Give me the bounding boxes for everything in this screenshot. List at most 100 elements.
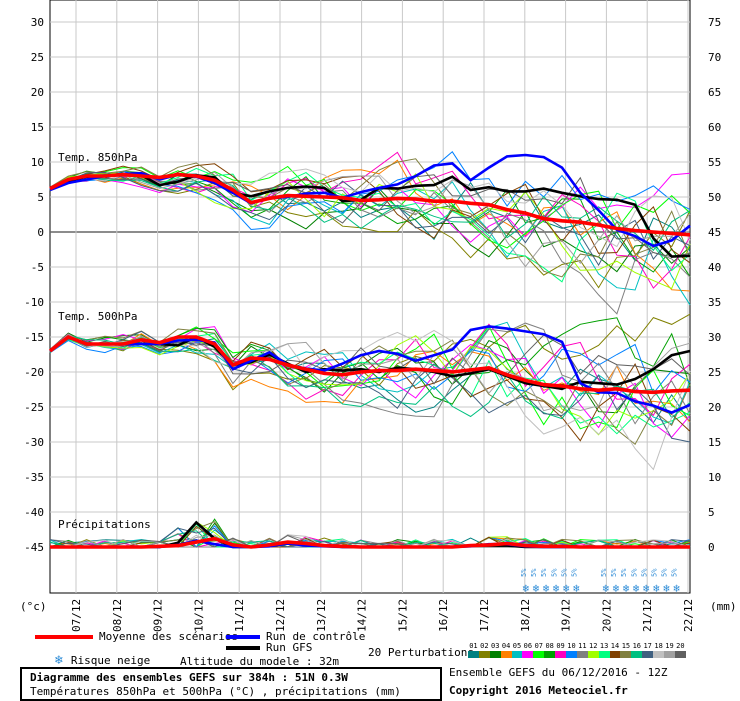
snowflake-icon: ❄ <box>563 582 570 595</box>
snow-risk-percent: 5% <box>550 568 558 577</box>
date-label: 17/12 <box>478 599 491 632</box>
perturbation-number: 07 <box>534 642 543 650</box>
legend-moyenne-label: Moyenne des scénarios <box>99 630 239 643</box>
snowflake-icon: ❄ <box>633 582 640 595</box>
perturbation-swatch <box>500 651 512 658</box>
t500-label: Temp. 500hPa <box>58 310 137 323</box>
left-tick-label: -30 <box>24 436 44 449</box>
date-label: 12/12 <box>274 599 287 632</box>
right-tick-label: 75 <box>708 16 721 29</box>
date-label: 10/12 <box>192 599 205 632</box>
diagram-subtitle: Températures 850hPa et 500hPa (°C) , pré… <box>30 685 401 698</box>
right-tick-label: 60 <box>708 121 721 134</box>
legend-moyenne: Moyenne des scénarios <box>35 630 238 643</box>
perturbation-swatch <box>664 651 675 658</box>
date-label: 16/12 <box>437 599 450 632</box>
legend-altitude: Altitude du modele : 32m <box>180 655 339 668</box>
right-tick-label: 5 <box>708 506 715 519</box>
perturbation-swatch <box>511 651 523 658</box>
left-tick-label: -10 <box>24 296 44 309</box>
perturbation-swatch <box>544 651 556 658</box>
right-tick-label: 50 <box>708 191 721 204</box>
legend-gfs-swatch <box>226 645 260 650</box>
left-tick-label: 15 <box>31 121 44 134</box>
altitude-text: Altitude du modele : 32m <box>180 655 339 668</box>
date-label: 22/12 <box>682 599 695 632</box>
left-tick-label: -40 <box>24 506 44 519</box>
legend-neige-label: Risque neige <box>70 654 151 667</box>
perturbation-line <box>49 335 691 442</box>
legend-moyenne-swatch <box>35 634 93 639</box>
date-label: 19/12 <box>560 599 573 632</box>
left-tick-label: -20 <box>24 366 44 379</box>
date-label: 20/12 <box>600 599 613 632</box>
perturbation-swatch <box>489 651 501 658</box>
left-tick-label: -35 <box>24 471 44 484</box>
series-t500-line <box>48 334 691 395</box>
perturbation-number: 01 <box>469 642 478 650</box>
snow-risk-percent: 5% <box>620 568 628 577</box>
run-info: Ensemble GEFS du 06/12/2016 - 12Z <box>449 666 668 679</box>
copyright-text: Copyright 2016 Meteociel.fr <box>449 684 628 697</box>
perturbation-line <box>49 340 691 395</box>
legend-controle-label: Run de contrôle <box>266 630 366 643</box>
snowflake-icon: ❄ <box>603 582 610 595</box>
perturbation-number: 09 <box>556 642 565 650</box>
perturbation-colors <box>468 651 686 658</box>
left-tick-label: -25 <box>24 401 44 414</box>
perturbation-line <box>49 175 691 252</box>
series-t850-line <box>49 172 691 237</box>
snow-risk-percent: 5% <box>610 568 618 577</box>
main-series-lines <box>48 153 691 549</box>
legend-perturbations: 20 Perturbations <box>368 646 474 659</box>
perturbations-text: 20 Perturbations <box>368 646 474 659</box>
right-tick-label: 10 <box>708 471 721 484</box>
snowflake-icon: ❄ <box>523 582 530 595</box>
perturbation-number: 02 <box>480 642 489 650</box>
right-tick-label: 65 <box>708 86 721 99</box>
legend-controle: Run de contrôle <box>226 630 365 643</box>
legend-gfs: Run GFS <box>226 641 312 654</box>
perturbation-numbers: 01 02 03 04 05 06 07 08 09 10 11 12 13 14 15 16 17 18 19 20 <box>468 642 686 650</box>
perturbation-swatch <box>468 651 479 658</box>
right-tick-label: 55 <box>708 156 721 169</box>
perturbation-swatch <box>566 651 577 658</box>
left-tick-label: 25 <box>31 51 44 64</box>
snowflake-icon: ❄ <box>543 582 550 595</box>
perturbation-line <box>49 334 691 385</box>
info-box: Diagramme des ensembles GEFS sur 384h : … <box>20 667 442 701</box>
date-label: 13/12 <box>315 599 328 632</box>
perturbation-number: 06 <box>523 642 533 650</box>
diagram-title: Diagramme des ensembles GEFS sur 384h : … <box>30 671 348 684</box>
snow-risk-percent: 5% <box>640 568 648 577</box>
perturbation-number: 16 <box>632 642 642 650</box>
perturbation-line <box>49 151 691 289</box>
perturbation-number: 03 <box>491 642 500 650</box>
perturbation-number: 15 <box>621 642 631 650</box>
right-tick-label: 45 <box>708 226 721 239</box>
snow-risk-percent: 5% <box>600 568 608 577</box>
grid <box>49 0 691 594</box>
perturbation-swatch <box>522 651 534 658</box>
perturbation-number: 18 <box>654 642 663 650</box>
perturbation-number: 04 <box>501 642 511 650</box>
date-label: 08/12 <box>111 599 124 632</box>
perturbation-number: 05 <box>512 642 522 650</box>
legend-controle-swatch <box>226 634 260 639</box>
snowflake-icon: ❄ <box>643 582 650 595</box>
perturbation-number: 13 <box>599 642 609 650</box>
right-unit: (mm) <box>710 600 737 613</box>
legend-gfs-label: Run GFS <box>266 641 313 654</box>
series-precip-line <box>50 536 690 549</box>
perturbation-number: 17 <box>643 642 652 650</box>
perturbation-swatch <box>576 651 588 658</box>
left-tick-label: -45 <box>24 541 44 554</box>
perturbation-swatch <box>555 651 567 658</box>
perturbation-swatch <box>642 651 654 658</box>
left-tick-label: -5 <box>31 261 44 274</box>
plot-frame <box>49 0 691 594</box>
perturbation-number: 11 <box>578 642 587 650</box>
perturbation-number: 14 <box>610 642 620 650</box>
perturbation-swatch <box>587 651 599 658</box>
right-tick-label: 15 <box>708 436 721 449</box>
